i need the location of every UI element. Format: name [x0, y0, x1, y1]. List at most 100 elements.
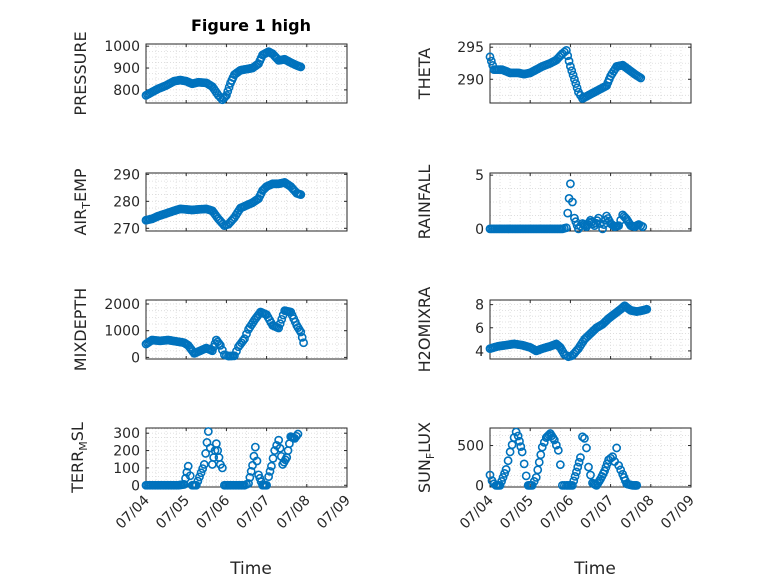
axes-frame: [489, 43, 692, 104]
data-point: [537, 442, 547, 452]
y-tick-label: 0: [475, 222, 484, 238]
data-point: [274, 323, 284, 333]
axes-frame: [145, 172, 348, 232]
data-point: [570, 74, 579, 84]
data-point: [564, 56, 574, 66]
y-axis-label-subscript: M: [77, 441, 90, 451]
data-point: [571, 79, 581, 88]
data-point: [568, 481, 577, 490]
data-point: [296, 327, 306, 337]
data-point: [232, 346, 241, 356]
y-tick-label: 2000: [104, 297, 140, 313]
data-point: [238, 336, 248, 346]
data-point: [485, 470, 495, 480]
data-point: [252, 456, 262, 466]
data-point: [264, 472, 274, 481]
data-point: [566, 62, 575, 71]
y-axis-label: MIXDEPTH: [71, 288, 90, 371]
data-point: [573, 462, 583, 472]
data-point: [551, 440, 561, 450]
axes-frame: [489, 172, 692, 232]
data-point: [515, 436, 524, 446]
data-point: [612, 443, 622, 453]
data-point: [217, 463, 227, 473]
y-axis-label: SUNFLUX: [415, 422, 437, 493]
data-point: [614, 221, 624, 231]
y-tick-label: 200: [113, 444, 140, 460]
y-tick-label: 270: [113, 221, 140, 237]
data-point: [230, 351, 239, 361]
y-tick-label: 0: [475, 478, 484, 494]
subplot-4: 0 5 RAINFALL: [415, 165, 692, 239]
y-tick-label: 800: [113, 83, 140, 99]
y-tick-label: 290: [457, 72, 484, 88]
data-point: [203, 427, 213, 436]
subplot-5: 0 1000 2000 MIXDEPTH: [71, 288, 348, 371]
data-point: [245, 473, 255, 482]
data-point: [291, 431, 301, 441]
data-point: [205, 443, 215, 453]
data-point: [582, 443, 591, 453]
data-point: [543, 431, 553, 441]
data-point: [584, 462, 593, 472]
y-tick-label: 8: [475, 298, 484, 314]
data-point: [183, 461, 193, 471]
data-point: [179, 479, 189, 489]
data-point: [299, 338, 308, 348]
data-point: [270, 446, 280, 455]
data-point: [586, 470, 595, 480]
figure-title: Figure 1 high: [191, 16, 311, 35]
data-point: [516, 442, 526, 452]
data-point: [242, 329, 251, 339]
data-point: [616, 465, 626, 475]
data-point: [567, 66, 577, 76]
data-point: [181, 473, 190, 483]
data-point: [513, 431, 523, 441]
data-point: [608, 452, 618, 462]
y-axis-label: H2OMIXRA: [415, 287, 434, 373]
data-point: [293, 429, 303, 439]
data-point: [277, 314, 287, 324]
data-point: [642, 304, 652, 314]
axes-frame: [489, 299, 692, 360]
data-point: [198, 464, 208, 474]
data-point: [297, 332, 307, 342]
y-axis-label-subscript: F: [424, 453, 437, 459]
y-tick-label: 295: [457, 40, 484, 56]
data-point: [215, 340, 225, 350]
y-tick-label: 0: [131, 478, 140, 494]
x-axis-label-left: Time: [229, 559, 272, 579]
data-point: [568, 70, 578, 80]
y-tick-label: 5: [475, 168, 484, 184]
axes-frame: [489, 427, 692, 488]
y-tick-label: 1000: [104, 324, 140, 340]
data-point: [223, 86, 233, 96]
y-tick-label: 0: [131, 350, 140, 366]
data-point: [521, 471, 531, 481]
data-point: [632, 481, 642, 490]
subplot-3: 270 280 290 AIRTEMP: [71, 167, 348, 237]
data-point: [196, 468, 206, 478]
data-point: [498, 473, 508, 482]
data-point: [574, 457, 584, 467]
data-point: [267, 461, 276, 471]
data-point: [193, 476, 203, 486]
data-point: [486, 56, 496, 66]
y-axis-label-rest: EMP: [71, 168, 90, 202]
y-axis-label: AIRTEMP: [71, 168, 93, 235]
data-point: [240, 334, 249, 344]
data-point: [519, 459, 529, 469]
y-tick-label: 300: [113, 426, 140, 442]
data-point: [580, 433, 589, 443]
data-point: [598, 224, 607, 234]
x-axis-label-right: Time: [573, 559, 616, 579]
data-point: [495, 481, 505, 490]
data-point: [570, 471, 580, 481]
y-tick-label: 280: [113, 194, 140, 210]
data-point: [500, 469, 509, 478]
data-point: [563, 208, 573, 218]
data-point: [561, 223, 571, 233]
data-point: [549, 435, 559, 445]
data-point: [296, 62, 306, 72]
